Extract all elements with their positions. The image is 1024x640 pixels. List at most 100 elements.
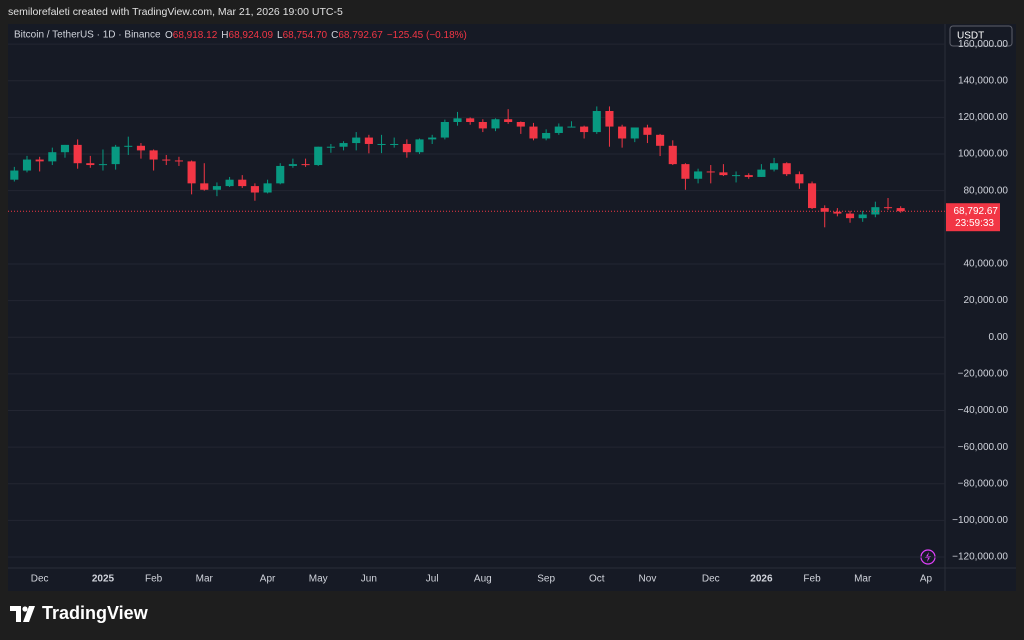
x-tick-label: Mar bbox=[196, 574, 214, 585]
candle-body bbox=[478, 121, 487, 129]
candle-body bbox=[580, 126, 589, 133]
candle-body bbox=[212, 186, 221, 190]
y-tick-label: 120,000.00 bbox=[958, 112, 1008, 123]
x-tick-label: Nov bbox=[639, 574, 657, 585]
last-price-label: 68,792.67 bbox=[954, 206, 999, 217]
candle-body bbox=[250, 186, 259, 193]
candle-body bbox=[238, 179, 247, 187]
y-tick-label: 40,000.00 bbox=[964, 259, 1009, 270]
x-tick-label: Feb bbox=[803, 574, 821, 585]
chart-pane bbox=[8, 24, 1016, 591]
candle-body bbox=[98, 164, 108, 166]
candle-body bbox=[364, 137, 373, 144]
x-tick-label: Jul bbox=[426, 574, 439, 585]
currency-button[interactable] bbox=[949, 25, 1013, 47]
candle-body bbox=[187, 161, 196, 184]
candle-body bbox=[440, 121, 449, 138]
candle-body bbox=[605, 111, 614, 127]
candle-body bbox=[567, 126, 576, 128]
symbol-title: Bitcoin / TetherUS · 1D · Binance bbox=[14, 30, 161, 41]
candle-body bbox=[402, 143, 411, 153]
candle-body bbox=[833, 211, 842, 214]
candle-body bbox=[225, 179, 234, 187]
candle-body bbox=[415, 139, 424, 153]
candle-body bbox=[694, 171, 703, 179]
ohlc-legend: O68,918.12 H68,924.09 L68,754.70 C68,792.67… bbox=[165, 30, 467, 41]
candle-body bbox=[453, 118, 462, 122]
candle-body bbox=[174, 160, 183, 162]
candle-body bbox=[86, 163, 95, 166]
ohlc-key: O bbox=[165, 30, 173, 41]
candle-body bbox=[820, 208, 829, 212]
candle-body bbox=[326, 146, 335, 148]
candle-body bbox=[73, 144, 82, 164]
candle-body bbox=[22, 159, 32, 171]
candle-body bbox=[288, 164, 297, 166]
candle-body bbox=[643, 127, 652, 135]
ohlc-value: 68,918.12 bbox=[173, 30, 218, 41]
candle-body bbox=[896, 208, 905, 212]
currency-label[interactable]: USDT bbox=[957, 31, 984, 42]
candle-body bbox=[656, 134, 665, 146]
logo-mark bbox=[10, 605, 35, 622]
candle-body bbox=[618, 126, 627, 139]
top-bar bbox=[0, 0, 1024, 24]
ohlc-key: H bbox=[221, 30, 228, 41]
brand-logo: TradingView bbox=[10, 603, 148, 624]
ohlc-key: L bbox=[277, 30, 283, 41]
x-tick-label: May bbox=[309, 574, 328, 585]
y-tick-label: −60,000.00 bbox=[958, 442, 1009, 453]
y-tick-label: 160,000.00 bbox=[958, 39, 1008, 50]
y-tick-label: 0.00 bbox=[989, 332, 1009, 343]
candle-body bbox=[352, 137, 361, 144]
candle-body bbox=[845, 213, 855, 219]
candle-body bbox=[377, 143, 386, 145]
x-tick-label: Ap bbox=[920, 574, 933, 585]
brand-name: TradingView bbox=[42, 603, 148, 623]
candle-body bbox=[48, 152, 57, 162]
x-tick-label: Feb bbox=[145, 574, 163, 585]
last-price-box bbox=[946, 203, 1000, 232]
chart: semilorefaleti created with TradingView.… bbox=[0, 0, 1024, 591]
x-tick-label: Jun bbox=[361, 574, 377, 585]
candle-body bbox=[795, 174, 804, 184]
candle-body bbox=[149, 150, 158, 160]
candle-body bbox=[706, 171, 715, 173]
ohlc-value: 68,792.67 bbox=[338, 30, 383, 41]
ohlc-value: 68,754.70 bbox=[283, 30, 328, 41]
candle-body bbox=[301, 164, 310, 166]
x-tick-label: Mar bbox=[854, 574, 872, 585]
x-tick-label: Dec bbox=[31, 574, 49, 585]
y-tick-label: −80,000.00 bbox=[958, 478, 1009, 489]
candle-body bbox=[60, 144, 70, 153]
y-tick-label: 80,000.00 bbox=[964, 185, 1009, 196]
candle-body bbox=[858, 214, 867, 219]
y-tick-label: −100,000.00 bbox=[952, 515, 1008, 526]
candle-body bbox=[719, 172, 728, 176]
candle-body bbox=[757, 169, 766, 177]
candle-body bbox=[744, 175, 753, 177]
candle-body bbox=[630, 127, 639, 139]
candle-body bbox=[200, 183, 209, 190]
x-tick-label: 2026 bbox=[750, 574, 773, 585]
candle-body bbox=[592, 111, 601, 133]
candle-body bbox=[732, 175, 741, 177]
candle-body bbox=[542, 132, 551, 139]
y-tick-label: −40,000.00 bbox=[958, 405, 1009, 416]
candle-body bbox=[668, 145, 677, 165]
candle-body bbox=[807, 183, 817, 209]
candle-body bbox=[111, 146, 120, 165]
x-tick-label: 2025 bbox=[92, 574, 115, 585]
candle-body bbox=[276, 165, 285, 184]
attribution: semilorefaleti created with TradingView.… bbox=[8, 6, 343, 18]
candle-body bbox=[263, 183, 272, 193]
candle-body bbox=[504, 119, 513, 122]
candle-body bbox=[554, 126, 563, 133]
candle-body bbox=[35, 159, 44, 162]
candle-body bbox=[136, 145, 146, 151]
countdown: 23:59:33 bbox=[955, 218, 994, 229]
candle-body bbox=[516, 121, 525, 127]
candle-body bbox=[10, 170, 19, 180]
candle-body bbox=[339, 143, 348, 147]
